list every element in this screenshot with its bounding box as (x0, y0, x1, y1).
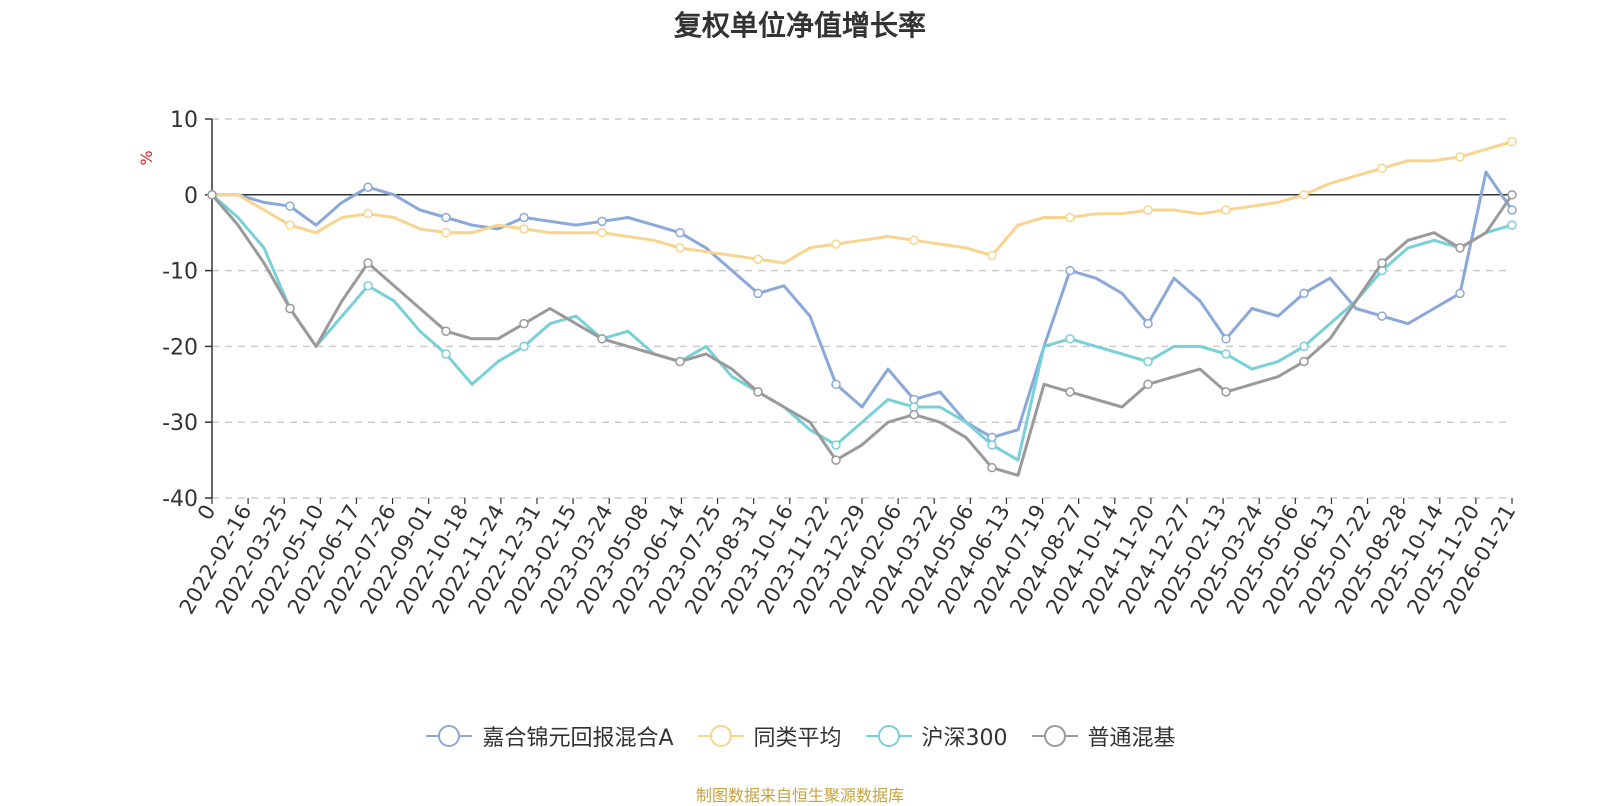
series-2-point (1143, 356, 1153, 367)
series-2-point (831, 440, 841, 450)
series-3-point (1221, 387, 1231, 397)
series-1-point (675, 243, 685, 253)
series-2-point (987, 440, 997, 450)
series-line-1 (212, 140, 1513, 265)
series-2-point (1221, 349, 1231, 359)
series-1-point (441, 227, 451, 238)
series-0-point (909, 394, 919, 405)
series-3-point (207, 190, 217, 200)
series-line-0 (212, 170, 1514, 439)
series-3-point (441, 326, 451, 336)
y-tick-label: -30 (162, 411, 198, 436)
series-1-point (987, 250, 997, 261)
series-0-point (1221, 334, 1231, 344)
series-0-point (1377, 311, 1387, 321)
y-tick-label: 10 (170, 108, 198, 133)
series-0-point (1143, 318, 1153, 329)
series-1-point (1143, 205, 1153, 215)
series-0-point (363, 182, 373, 192)
series-3-point (831, 455, 841, 465)
series-3-point (1377, 258, 1387, 268)
series-1-point (831, 239, 841, 249)
series-0-point (1455, 288, 1465, 299)
series-1-point (753, 254, 763, 264)
series-3-point (1299, 356, 1309, 367)
series-0-point (285, 201, 295, 211)
legend-label: 普通混基 (1087, 726, 1176, 751)
series-3-point (1455, 243, 1465, 253)
series-2-point (519, 341, 529, 352)
series-2-point (1299, 341, 1309, 352)
series-1-point (1455, 152, 1465, 162)
legend-label: 嘉合锦元回报混合A (482, 726, 674, 751)
series-3-point (363, 258, 373, 268)
series-3-point (1507, 190, 1517, 200)
series-layer (207, 136, 1517, 477)
series-3-point (987, 462, 997, 473)
series-0-point (597, 216, 607, 227)
series-1-point (519, 224, 529, 234)
series-3-point (597, 334, 607, 344)
series-line-3 (210, 193, 1514, 477)
series-0-point (441, 212, 451, 223)
y-tick-label: 0 (184, 184, 198, 209)
series-0-point (1065, 265, 1075, 276)
series-1-point (1299, 190, 1309, 200)
legend-item-0[interactable]: 嘉合锦元回报混合A (424, 720, 674, 752)
series-3-point (909, 409, 919, 420)
legend: 嘉合锦元回报混合A 同类平均 沪深300 普通混基 (0, 720, 1600, 752)
legend-label: 沪深300 (921, 726, 1008, 751)
series-0-point (831, 379, 841, 390)
series-0-point (1507, 205, 1517, 215)
series-0-point (519, 212, 529, 223)
source-note: 制图数据来自恒生聚源数据库 (695, 786, 904, 805)
legend-swatch-icon (1031, 725, 1078, 747)
series-2-point (363, 281, 373, 291)
x-tick-label: 0 (193, 501, 220, 525)
series-1-point (1065, 212, 1075, 223)
series-3-point (675, 356, 685, 367)
series-1-point (1377, 163, 1387, 174)
series-3-point (519, 318, 529, 329)
grid-layer (212, 118, 1512, 499)
y-axis-unit-label: % (137, 150, 156, 165)
legend-item-2[interactable]: 沪深300 (864, 720, 1008, 752)
y-tick-label: -20 (162, 335, 198, 360)
series-0-point (675, 227, 685, 238)
y-tick-label: -10 (162, 260, 198, 285)
chart-title: 复权单位净值增长率 (673, 9, 926, 42)
series-1-point (285, 220, 295, 230)
series-0-point (753, 288, 763, 299)
series-1-point (363, 209, 373, 219)
series-1-point (909, 235, 919, 246)
legend-item-1[interactable]: 同类平均 (696, 720, 842, 752)
series-1-point (1507, 136, 1517, 147)
series-line-2 (211, 193, 1513, 462)
legend-swatch-icon (697, 725, 744, 747)
legend-label: 同类平均 (753, 726, 842, 751)
legend-swatch-icon (865, 725, 912, 747)
series-3-point (1065, 387, 1075, 397)
series-2-point (1065, 334, 1075, 344)
legend-item-3[interactable]: 普通混基 (1030, 720, 1176, 752)
series-3-point (285, 303, 295, 314)
series-2-point (441, 349, 451, 359)
legend-swatch-icon (426, 725, 473, 747)
series-3-point (753, 387, 763, 397)
series-1-point (597, 227, 607, 238)
series-1-point (1221, 205, 1231, 215)
series-3-point (1143, 379, 1153, 390)
series-2-point (909, 402, 919, 412)
series-0-point (987, 432, 997, 443)
y-tick-label: -40 (162, 487, 198, 512)
series-0-point (1299, 288, 1309, 299)
series-2-point (1507, 220, 1517, 230)
